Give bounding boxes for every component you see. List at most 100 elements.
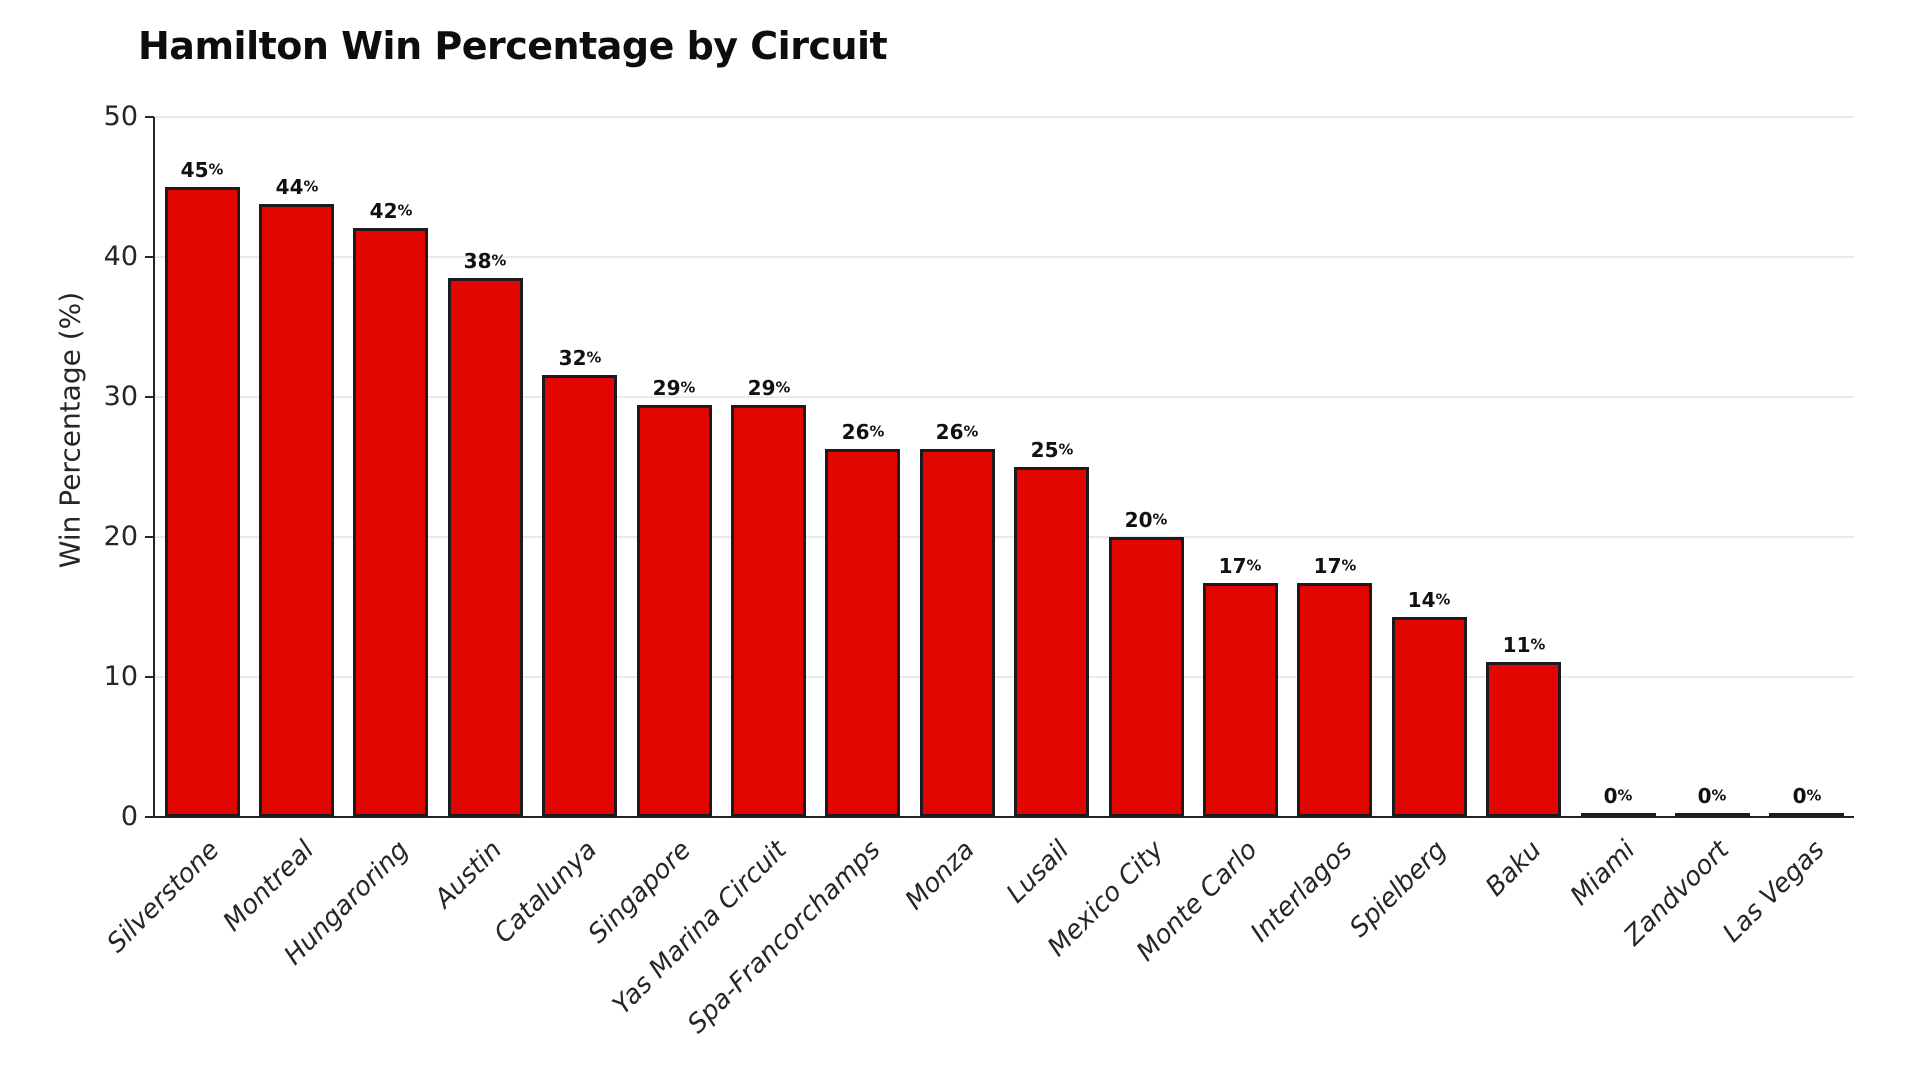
bar-value-number: 45 [180, 158, 209, 182]
percent-sign: % [1058, 441, 1074, 459]
bar-value-number: 17 [1218, 554, 1247, 578]
bar-value-number: 26 [935, 420, 964, 444]
percent-sign: % [303, 178, 319, 196]
percent-sign: % [208, 161, 224, 179]
percent-sign: % [1152, 511, 1168, 529]
bar-value-label: 29% [699, 377, 839, 399]
bar-value-number: 17 [1313, 554, 1342, 578]
y-tick-mark [145, 396, 154, 398]
percent-sign: % [397, 202, 413, 220]
y-tick-label: 10 [103, 661, 138, 692]
bar-value-label: 0% [1737, 785, 1877, 807]
y-tick-mark [145, 256, 154, 258]
bar-value-number: 0 [1697, 784, 1712, 808]
bar-value-number: 44 [275, 175, 304, 199]
bar-value-label: 25% [982, 439, 1122, 461]
bar-value-number: 38 [463, 249, 492, 273]
y-gridline [155, 256, 1854, 258]
bar [920, 449, 995, 817]
bar-value-number: 14 [1407, 588, 1436, 612]
bar [1769, 813, 1844, 817]
percent-sign: % [869, 423, 885, 441]
y-tick-label: 20 [103, 521, 138, 552]
percent-sign: % [1711, 787, 1727, 805]
x-tick-label: Baku [1479, 835, 1548, 903]
bar [1203, 583, 1278, 817]
y-tick-mark [145, 536, 154, 538]
x-tick-label: Yas Marina Circuit [606, 835, 793, 1021]
bar-value-label: 32% [510, 347, 650, 369]
bar-value-number: 29 [747, 376, 776, 400]
bar-value-number: 0 [1603, 784, 1618, 808]
bar [1392, 617, 1467, 817]
bar [637, 405, 712, 817]
bar [259, 204, 334, 817]
percent-sign: % [963, 423, 979, 441]
y-tick-label: 40 [103, 241, 138, 272]
bar-value-number: 29 [652, 376, 681, 400]
y-tick-label: 30 [103, 381, 138, 412]
bar [448, 278, 523, 817]
y-tick-label: 0 [120, 801, 138, 832]
bar [825, 449, 900, 817]
percent-sign: % [1617, 787, 1633, 805]
bar-value-label: 0% [1548, 785, 1688, 807]
bar-value-number: 25 [1030, 438, 1059, 462]
y-gridline [155, 676, 1854, 678]
bar [1109, 537, 1184, 817]
x-tick-label: Silverstone [101, 835, 226, 959]
bar-value-number: 42 [369, 199, 398, 223]
bar-value-label: 26% [887, 421, 1027, 443]
percent-sign: % [1246, 557, 1262, 575]
bar-value-number: 26 [841, 420, 870, 444]
bar-value-number: 20 [1124, 508, 1153, 532]
y-axis-line [153, 117, 155, 818]
bar-value-label: 42% [321, 200, 461, 222]
bar-value-number: 32 [558, 346, 587, 370]
x-tick-label: Miami [1564, 835, 1642, 912]
y-tick-mark [145, 816, 154, 818]
bar-value-label: 29% [604, 377, 744, 399]
bar-value-label: 17% [1170, 555, 1310, 577]
bar-value-label: 11% [1454, 634, 1594, 656]
y-tick-mark [145, 676, 154, 678]
bar [353, 228, 428, 817]
y-gridline [155, 116, 1854, 118]
bar-value-label: 26% [793, 421, 933, 443]
percent-sign: % [1530, 636, 1546, 654]
percent-sign: % [491, 252, 507, 270]
percent-sign: % [775, 379, 791, 397]
bar-value-number: 11 [1502, 633, 1531, 657]
bar [1675, 813, 1750, 817]
bar-value-label: 14% [1359, 589, 1499, 611]
x-tick-label: Monza [899, 835, 981, 916]
chart-title: Hamilton Win Percentage by Circuit [138, 24, 888, 68]
y-gridline [155, 396, 1854, 398]
bar [1486, 662, 1561, 817]
bar-value-label: 44% [227, 176, 367, 198]
percent-sign: % [680, 379, 696, 397]
bar-value-number: 0 [1792, 784, 1807, 808]
percent-sign: % [1341, 557, 1357, 575]
percent-sign: % [1806, 787, 1822, 805]
x-tick-label: Austin [429, 835, 509, 914]
x-tick-label: Interlagos [1244, 835, 1359, 949]
y-tick-mark [145, 116, 154, 118]
bar [165, 187, 240, 817]
bar-value-label: 0% [1642, 785, 1782, 807]
x-tick-label: Spielberg [1343, 835, 1453, 944]
bar [731, 405, 806, 817]
bar-value-label: 45% [132, 159, 272, 181]
x-axis-line [153, 816, 1854, 818]
bar [1297, 583, 1372, 817]
percent-sign: % [586, 349, 602, 367]
bar [542, 375, 617, 817]
x-tick-label: Spa-Francorchamps [681, 835, 887, 1040]
percent-sign: % [1435, 591, 1451, 609]
x-tick-label: Lusail [1001, 835, 1076, 910]
x-tick-label: Las Vegas [1716, 835, 1831, 949]
y-tick-label: 50 [103, 101, 138, 132]
bar-value-label: 20% [1076, 509, 1216, 531]
bar-value-label: 17% [1265, 555, 1405, 577]
